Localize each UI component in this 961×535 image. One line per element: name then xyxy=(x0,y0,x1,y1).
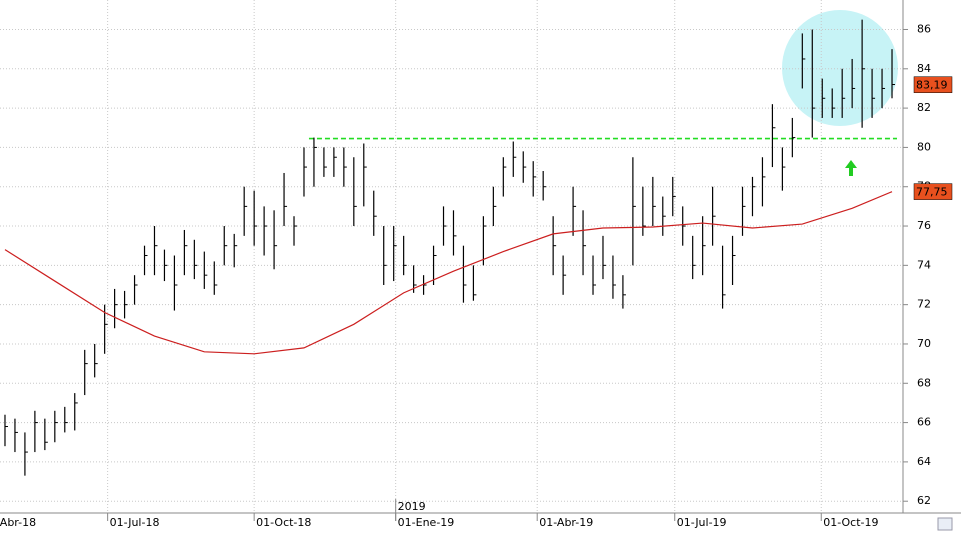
x-tick-label: 01-Abr-19 xyxy=(539,516,593,529)
y-tick-label: 80 xyxy=(917,140,931,153)
corner-icon xyxy=(937,517,953,531)
value-box xyxy=(913,76,953,93)
y-tick-label: 68 xyxy=(917,376,931,389)
up-arrow xyxy=(845,160,857,176)
x-tick-label: 01-Jul-18 xyxy=(110,516,160,529)
y-tick-label: 64 xyxy=(917,455,931,468)
y-tick-label: 82 xyxy=(917,101,931,114)
y-tick-label: 76 xyxy=(917,219,931,232)
y-tick-label: 72 xyxy=(917,298,931,311)
x-tick-label: 01-Oct-18 xyxy=(256,516,311,529)
y-tick-label: 66 xyxy=(917,416,931,429)
y-tick-label: 74 xyxy=(917,258,931,271)
x-tick-label: 01-Jul-19 xyxy=(677,516,727,529)
x-tick-label: 01-Oct-19 xyxy=(823,516,878,529)
y-tick-label: 86 xyxy=(917,22,931,35)
value-box-label: 83,19 xyxy=(916,79,948,92)
value-box-label: 77,75 xyxy=(916,186,948,199)
x-tick-label: 01-Abr-18 xyxy=(0,516,36,529)
highlight-circle xyxy=(782,10,898,126)
y-tick-label: 62 xyxy=(917,494,931,507)
year-label: 2019 xyxy=(398,500,426,513)
x-tick-label: 01-Ene-19 xyxy=(398,516,455,529)
moving-average xyxy=(4,191,893,355)
y-tick-label: 70 xyxy=(917,337,931,350)
y-tick-label: 84 xyxy=(917,62,931,75)
value-box xyxy=(913,183,953,200)
